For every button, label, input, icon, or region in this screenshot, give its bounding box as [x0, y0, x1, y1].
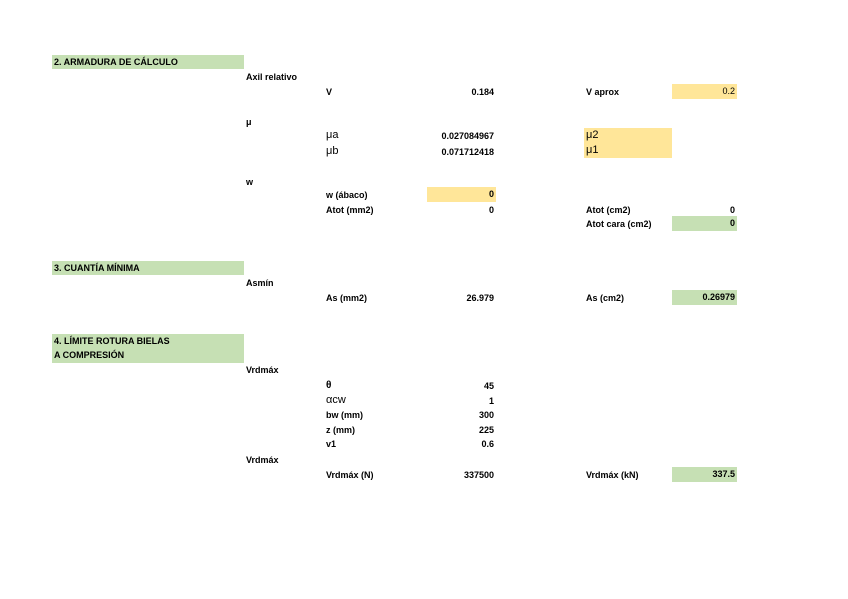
mua-value: 0.027084967 [441, 131, 494, 141]
z-value: 225 [478, 425, 494, 435]
w-abaco-label: w (ábaco) [326, 190, 368, 200]
vrdmax-n-value: 337500 [463, 470, 494, 480]
section-heading-line1: 4. LÍMITE ROTURA BIELAS [54, 336, 170, 346]
theta-value: 45 [483, 381, 494, 391]
v-label: V [326, 87, 333, 97]
atot-cara-value-cell[interactable]: 0 [672, 216, 737, 231]
as-cm2-label: As (cm2) [586, 293, 625, 303]
vrdmax-kn-value-cell[interactable]: 337.5 [672, 467, 737, 482]
atot-cm2-value: 0 [729, 205, 735, 215]
z-label: z (mm) [326, 425, 355, 435]
mu2-cell[interactable]: μ2 [584, 128, 672, 143]
vrdmax-n-label: Vrdmáx (N) [326, 470, 374, 480]
theta-label: θ [326, 380, 332, 391]
axil-relativo-heading: Axil relativo [246, 72, 298, 82]
section-heading-cuantia: 3. CUANTÍA MÍNIMA [52, 261, 244, 275]
atot-cara-label: Atot cara (cm2) [586, 219, 652, 229]
mub-value: 0.071712418 [441, 147, 494, 157]
as-mm2-label: As (mm2) [326, 293, 368, 303]
as-cm2-value-cell[interactable]: 0.26979 [672, 290, 737, 305]
as-mm2-value: 26.979 [466, 293, 494, 303]
v-aprox-value-cell[interactable]: 0.2 [672, 84, 737, 99]
w-heading: w [246, 177, 254, 187]
v1-label: v1 [326, 439, 337, 449]
section-heading-limite-rotura: 4. LÍMITE ROTURA BIELAS A COMPRESIÓN [52, 334, 244, 363]
atot-mm2-label: Atot (mm2) [326, 205, 374, 215]
atot-mm2-value: 0 [488, 205, 494, 215]
asmin-heading: Asmín [246, 278, 274, 288]
mua-label: μa [326, 129, 339, 141]
vrdmax-heading-2: Vrdmáx [246, 455, 279, 465]
bw-value: 300 [478, 410, 494, 420]
section-heading-armadura: 2. ARMADURA DE CÁLCULO [52, 55, 244, 69]
mu-heading: μ [246, 117, 252, 127]
atot-cm2-label: Atot (cm2) [586, 205, 631, 215]
v-value: 0.184 [471, 87, 494, 97]
section-heading-line2: A COMPRESIÓN [54, 350, 125, 360]
vrdmax-heading: Vrdmáx [246, 365, 279, 375]
v-aprox-label: V aprox [586, 87, 620, 97]
v1-value: 0.6 [481, 439, 494, 449]
acw-value: 1 [488, 396, 494, 406]
acw-label: αcw [326, 394, 346, 406]
bw-label: bw (mm) [326, 410, 363, 420]
vrdmax-kn-label: Vrdmáx (kN) [586, 470, 639, 480]
w-abaco-value-cell[interactable]: 0 [427, 187, 496, 202]
mub-label: μb [326, 145, 339, 157]
mu1-cell[interactable]: μ1 [584, 143, 672, 158]
